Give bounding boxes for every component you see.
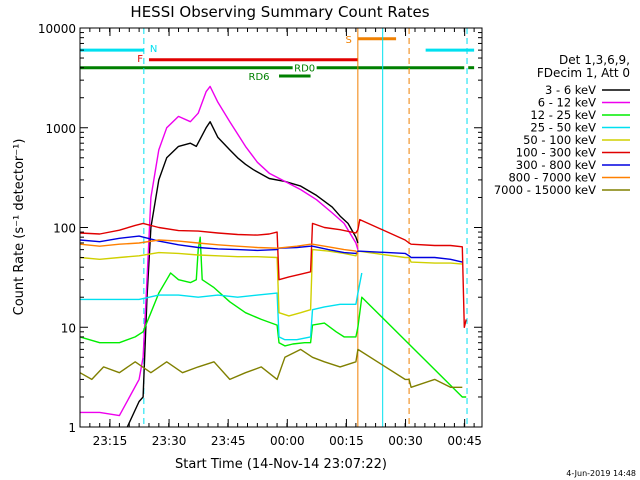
flag-bars: NF S RD0 RD6: [80, 35, 475, 83]
legend-label-2: 12 - 25 keV: [530, 108, 596, 122]
legend-label-6: 300 - 800 keV: [516, 158, 596, 172]
flag-label-rd6: RD6: [249, 72, 270, 83]
legend-label-0: 3 - 6 keV: [545, 83, 596, 97]
x-tick-label-1: 23:30: [152, 434, 187, 448]
series-line-8: [79, 348, 463, 388]
series-line-1: [80, 85, 359, 417]
flag-label-f: F: [137, 54, 143, 65]
legend: Det 1,3,6,9, FDecim 1, Att 0 3 - 6 keV6 …: [494, 53, 630, 197]
series-line-7: [79, 239, 359, 254]
legend-label-1: 6 - 12 keV: [538, 96, 596, 110]
x-axis-label: Start Time (14-Nov-14 23:07:22): [175, 457, 387, 472]
y-axis-ticks: 1 10 100 1000 10000: [38, 22, 482, 435]
series-line-2: [79, 236, 467, 398]
series-lines: [79, 85, 467, 428]
legend-label-3: 25 - 50 keV: [530, 121, 596, 135]
legend-label-8: 7000 - 15000 keV: [494, 183, 596, 197]
y-tick-label-3: 1000: [45, 122, 76, 136]
y-tick-label-2: 100: [53, 222, 76, 236]
x-tick-label-6: 00:45: [447, 434, 482, 448]
y-tick-label-4: 10000: [38, 22, 76, 36]
flag-label-s: S: [345, 35, 351, 46]
series-line-4: [79, 248, 463, 317]
legend-label-4: 50 - 100 keV: [523, 133, 596, 147]
legend-label-7: 800 - 7000 keV: [508, 171, 596, 185]
x-tick-label-4: 00:15: [329, 434, 364, 448]
legend-header-1: Det 1,3,6,9,: [559, 53, 630, 67]
series-line-5: [79, 218, 467, 328]
series-line-3: [80, 272, 363, 341]
series-line-6: [79, 235, 463, 263]
series-line-0: [126, 121, 359, 428]
flag-label-bg-rd0: [292, 62, 317, 73]
x-tick-label-0: 23:15: [93, 434, 128, 448]
x-tick-label-2: 23:45: [211, 434, 246, 448]
flag-label-rd0: RD0: [294, 64, 315, 75]
flag-label-n: N: [150, 44, 157, 55]
y-tick-label-1: 10: [61, 321, 76, 335]
legend-header-2: FDecim 1, Att 0: [537, 66, 630, 80]
chart-title: HESSI Observing Summary Count Rates: [130, 3, 429, 21]
x-axis-ticks: 23:15 23:30 23:45 00:00 00:15 00:30 00:45: [79, 28, 482, 448]
y-tick-label-0: 1: [68, 421, 76, 435]
y-axis-label: Count Rate (s⁻¹ detector⁻¹): [12, 139, 27, 316]
legend-label-5: 100 - 300 keV: [516, 146, 596, 160]
footer-date: 4-Jun-2019 14:48: [566, 469, 636, 478]
x-tick-label-5: 00:30: [388, 434, 423, 448]
x-tick-label-3: 00:00: [270, 434, 305, 448]
